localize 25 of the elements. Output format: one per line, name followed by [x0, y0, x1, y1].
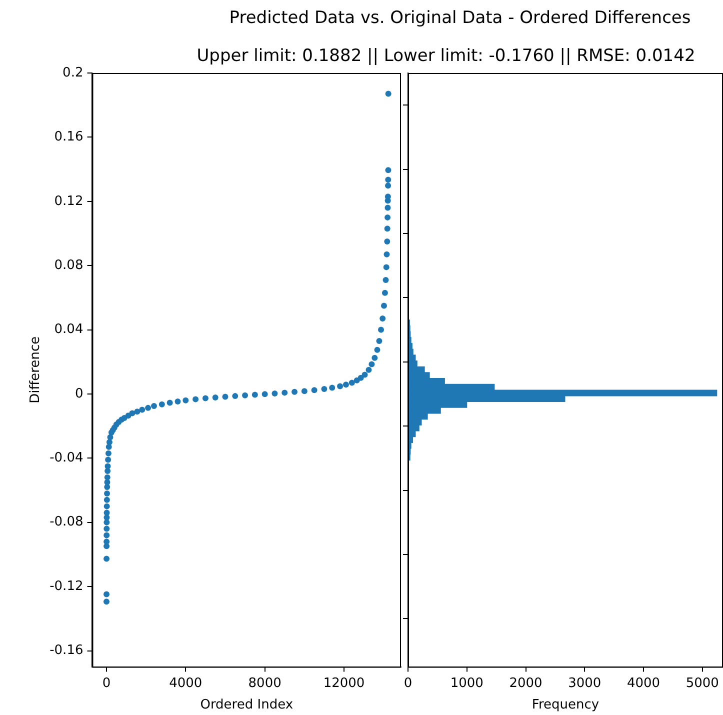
x-tick-label: 4000 — [626, 676, 660, 691]
y-tick-label: -0.16 — [50, 643, 84, 658]
y-tick-label: 0.04 — [54, 322, 84, 338]
x-tick-label: 0 — [102, 676, 111, 691]
y-tick-label: -0.08 — [50, 514, 84, 530]
x-tick-label: 4000 — [169, 676, 202, 691]
y-axis-title: Difference — [28, 336, 44, 404]
x-tick-label: 3000 — [568, 676, 602, 691]
y-tick-label: 0.16 — [54, 130, 84, 145]
x-tick-label: 2000 — [509, 676, 542, 691]
x-tick-label: 0 — [404, 676, 412, 691]
x-tick-label: 8000 — [248, 676, 282, 691]
y-tick-label: 0.08 — [54, 258, 84, 273]
y-tick-label: -0.04 — [50, 450, 84, 466]
x-tick-label: 5000 — [686, 676, 719, 691]
x-axis-title: Frequency — [532, 698, 600, 713]
y-tick-label: 0.2 — [62, 65, 84, 80]
x-axis-title: Ordered Index — [200, 698, 294, 713]
x-tick-label: 12000 — [323, 676, 365, 691]
y-tick-label: 0.12 — [54, 194, 84, 209]
y-tick-label: 0 — [74, 386, 84, 402]
x-tick-label: 1000 — [450, 676, 484, 691]
text: Predicted Data vs. Original Data - Ordered Differences — [229, 8, 691, 28]
y-tick-label: -0.12 — [50, 578, 84, 594]
text: Upper limit: 0.1882 || Lower limit: -0.1760 || RMSE: 0.0142 — [196, 46, 696, 66]
